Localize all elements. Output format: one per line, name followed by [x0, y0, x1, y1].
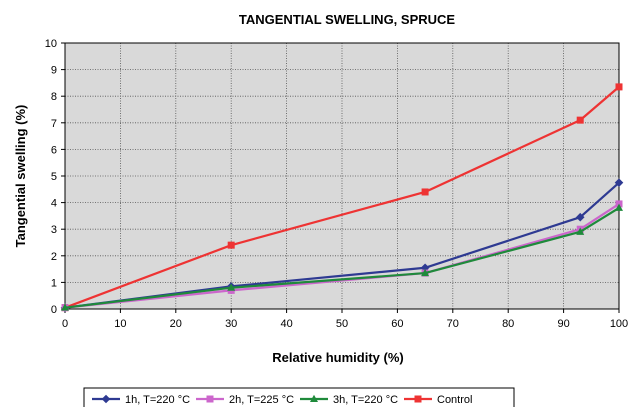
legend-box — [83, 387, 515, 407]
y-tick-label: 2 — [51, 251, 57, 263]
y-tick-label: 3 — [51, 224, 57, 236]
x-axis-label: Relative humidity (%) — [272, 350, 403, 365]
chart-title: TANGENTIAL SWELLING, SPRUCE — [239, 12, 456, 27]
legend-marker — [101, 394, 111, 404]
x-tick-label: 80 — [502, 318, 514, 330]
x-tick-label: 20 — [170, 318, 182, 330]
x-tick-label: 100 — [610, 318, 628, 330]
data-point — [575, 212, 585, 222]
y-tick-label: 1 — [51, 277, 57, 289]
data-point — [576, 227, 585, 235]
x-tick-label: 50 — [336, 318, 348, 330]
y-axis-label: Tangential swelling (%) — [13, 105, 28, 248]
y-tick-label: 6 — [51, 144, 57, 156]
x-tick-label: 90 — [557, 318, 569, 330]
data-point — [227, 241, 235, 249]
x-axis-ticks: 0 10 20 30 40 50 60 70 80 90 100 — [62, 309, 628, 330]
y-tick-label: 8 — [51, 91, 57, 103]
legend-label: 2h, T=225 °C — [229, 394, 294, 406]
y-tick-label: 5 — [51, 171, 57, 183]
x-tick-label: 10 — [114, 318, 126, 330]
legend-marker — [206, 395, 214, 403]
x-tick-label: 60 — [391, 318, 403, 330]
y-tick-label: 7 — [51, 118, 57, 130]
series-lines — [60, 83, 624, 312]
y-axis-ticks: 0 1 2 3 4 5 6 7 8 9 10 — [45, 38, 65, 316]
y-tick-label: 0 — [51, 304, 57, 316]
legend: 1h, T=220 °C 2h, T=225 °C 3h, T=220 °C Cont… — [83, 387, 515, 407]
x-tick-label: 70 — [447, 318, 459, 330]
y-tick-label: 4 — [51, 198, 57, 210]
data-point — [576, 116, 584, 124]
x-tick-label: 0 — [62, 318, 68, 330]
y-tick-label: 9 — [51, 65, 57, 77]
legend-label: Control — [437, 394, 472, 406]
data-point — [421, 268, 430, 277]
gridlines — [65, 43, 619, 309]
y-tick-label: 10 — [45, 38, 57, 50]
data-point — [615, 203, 623, 211]
data-point — [420, 263, 430, 273]
series-2 — [61, 203, 623, 311]
data-point — [614, 178, 624, 187]
data-point — [61, 303, 69, 311]
legend-marker — [310, 394, 318, 402]
data-point — [227, 283, 236, 291]
legend-label: 3h, T=220 °C — [333, 394, 398, 406]
data-point — [615, 83, 623, 91]
legend-marker — [414, 395, 422, 403]
x-tick-label: 30 — [225, 318, 237, 330]
legend-label: 1h, T=220 °C — [125, 394, 190, 406]
x-tick-label: 40 — [280, 318, 292, 330]
data-point — [421, 188, 429, 196]
